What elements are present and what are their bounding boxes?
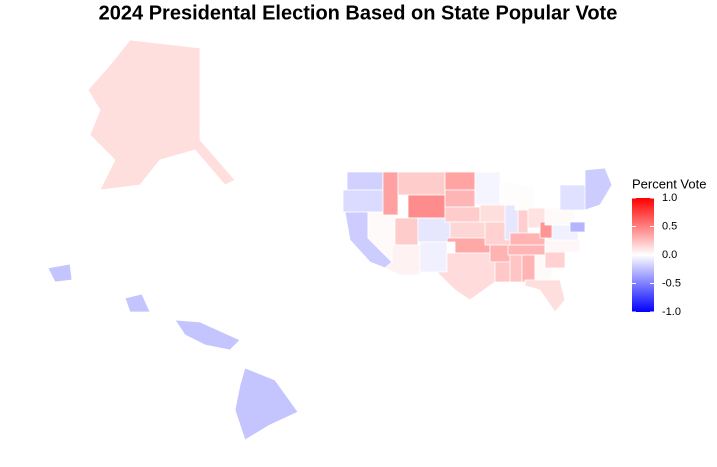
state-region [394,217,419,246]
legend-title: Percent Vote [632,176,706,191]
state-region [479,204,506,223]
state-region [569,221,586,233]
state-region [489,244,511,263]
state-region [499,181,516,206]
state-region [509,254,523,283]
state-region [559,184,591,211]
state-region [444,171,476,191]
state-region [544,251,566,269]
state-region [544,239,581,253]
state-region [524,279,566,313]
state-region [87,39,236,191]
colorbar-tick-label: -1.0 [662,306,681,318]
state-region [382,171,399,216]
state-region [124,293,151,313]
colorbar-tick-label: 0.0 [662,249,677,261]
state-region [449,221,486,239]
state-region [514,184,536,211]
map-title: 2024 Presidental Election Based on State… [99,2,618,24]
state-region [444,206,481,223]
state-region [47,263,73,283]
state-region [419,241,448,273]
state-region [474,171,501,206]
state-region [234,367,299,441]
state-region [174,319,241,351]
state-region [521,254,536,283]
state-region [517,209,529,236]
colorbar-tick-label: -0.5 [662,277,681,289]
state-region [507,244,546,256]
state-region [446,237,491,254]
state-region [397,171,446,196]
colorbar-tick-label: 1.0 [662,192,677,204]
state-region [346,171,384,191]
state-region [444,189,476,208]
state-region [584,167,613,211]
state-region [407,194,446,219]
state-region [342,189,386,213]
colorbar [632,198,654,312]
colorbar-tick-label: 0.5 [662,220,677,232]
